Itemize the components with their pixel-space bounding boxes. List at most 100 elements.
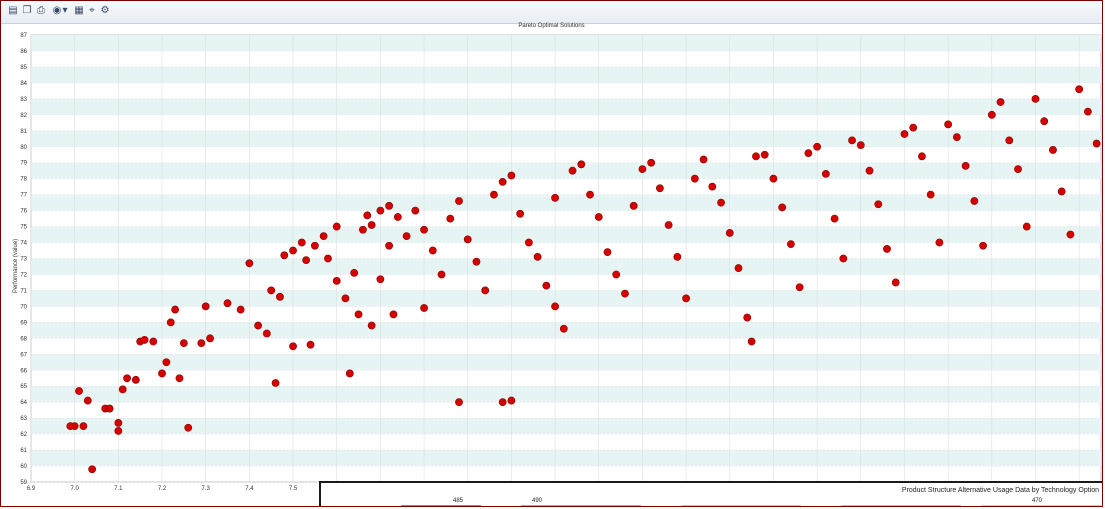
data-point[interactable] [114, 419, 123, 427]
data-point[interactable] [302, 256, 311, 264]
data-point[interactable] [874, 200, 883, 209]
data-point[interactable] [350, 268, 359, 277]
palette-icon[interactable]: ◉ [52, 5, 62, 16]
data-point[interactable] [747, 337, 756, 346]
data-point[interactable] [171, 305, 180, 314]
data-point[interactable] [603, 248, 612, 257]
data-point[interactable] [524, 238, 533, 247]
data-point[interactable] [359, 225, 367, 234]
data-point[interactable] [367, 321, 376, 330]
data-point[interactable] [647, 158, 656, 167]
data-point[interactable] [289, 342, 297, 351]
data-point[interactable] [206, 334, 214, 343]
data-point[interactable] [708, 182, 717, 191]
data-point[interactable] [699, 155, 708, 164]
data-point[interactable] [455, 197, 463, 205]
properties-icon[interactable]: ⚙ [100, 5, 110, 16]
data-point[interactable] [804, 149, 813, 158]
data-point[interactable] [533, 253, 542, 261]
data-point[interactable] [345, 369, 354, 378]
data-point[interactable] [839, 254, 848, 263]
data-point[interactable] [149, 337, 158, 346]
data-point[interactable] [245, 259, 254, 268]
data-point[interactable] [507, 171, 516, 180]
data-point[interactable] [1014, 165, 1022, 173]
data-point[interactable] [516, 209, 525, 218]
data-point[interactable] [280, 251, 289, 260]
data-point[interactable] [179, 339, 188, 348]
data-point[interactable] [367, 221, 376, 229]
data-point[interactable] [952, 133, 961, 142]
data-point[interactable] [376, 275, 385, 284]
data-point[interactable] [420, 304, 428, 312]
data-point[interactable] [88, 465, 97, 474]
data-point[interactable] [236, 305, 245, 314]
data-point[interactable] [856, 141, 865, 150]
data-point[interactable] [725, 229, 734, 237]
data-point[interactable] [979, 241, 987, 250]
data-point[interactable] [655, 184, 664, 193]
data-point[interactable] [140, 336, 149, 344]
data-point[interactable] [778, 203, 787, 212]
data-point[interactable] [1005, 136, 1014, 145]
data-point[interactable] [332, 222, 341, 231]
data-point[interactable] [114, 427, 123, 435]
data-point[interactable] [743, 313, 752, 322]
data-point[interactable] [987, 110, 996, 119]
data-point[interactable] [961, 162, 970, 170]
data-point[interactable] [542, 281, 551, 290]
data-point[interactable] [795, 283, 804, 292]
data-point[interactable] [376, 206, 385, 215]
data-point[interactable] [83, 396, 92, 405]
data-point[interactable] [551, 193, 559, 202]
data-point[interactable] [734, 264, 743, 272]
data-point[interactable] [267, 286, 276, 295]
data-point[interactable] [909, 123, 918, 132]
data-point[interactable] [717, 198, 725, 207]
data-point[interactable] [629, 201, 638, 210]
data-point[interactable] [131, 375, 140, 384]
data-point[interactable] [402, 232, 411, 241]
data-point[interactable] [813, 142, 822, 151]
data-point[interactable] [760, 150, 769, 159]
data-point[interactable] [332, 276, 341, 285]
data-point[interactable] [1066, 230, 1075, 239]
data-point[interactable] [682, 294, 691, 303]
data-point[interactable] [1022, 222, 1031, 231]
data-point[interactable] [918, 152, 926, 161]
data-point[interactable] [769, 174, 778, 183]
data-point[interactable] [276, 292, 284, 301]
data-point[interactable] [262, 329, 271, 338]
data-point[interactable] [970, 197, 979, 205]
data-point[interactable] [577, 160, 586, 169]
data-point[interactable] [1075, 85, 1084, 94]
data-point[interactable] [437, 270, 446, 279]
data-point[interactable] [821, 169, 830, 178]
data-point[interactable] [118, 385, 127, 394]
data-point[interactable] [507, 396, 516, 405]
data-point[interactable] [787, 240, 795, 249]
data-point[interactable] [341, 294, 350, 303]
data-point[interactable] [891, 278, 900, 287]
data-point[interactable] [1040, 117, 1049, 126]
data-point[interactable] [175, 374, 184, 383]
data-point[interactable] [197, 339, 206, 348]
data-point[interactable] [673, 253, 682, 261]
data-point[interactable] [1057, 187, 1066, 196]
data-point[interactable] [201, 302, 210, 311]
data-point[interactable] [498, 177, 507, 186]
data-point[interactable] [1083, 107, 1092, 116]
data-point[interactable] [162, 358, 171, 367]
data-point[interactable] [944, 120, 953, 129]
data-point[interactable] [690, 174, 699, 183]
data-point[interactable] [393, 213, 402, 221]
copy-icon[interactable]: ❐ [22, 5, 32, 16]
data-point[interactable] [1092, 139, 1101, 148]
data-point[interactable] [900, 130, 909, 138]
data-point[interactable] [310, 241, 319, 250]
data-point[interactable] [498, 398, 507, 407]
data-point[interactable] [568, 166, 577, 175]
data-point[interactable] [166, 318, 175, 327]
data-point[interactable] [123, 374, 131, 383]
data-point[interactable] [472, 257, 481, 266]
